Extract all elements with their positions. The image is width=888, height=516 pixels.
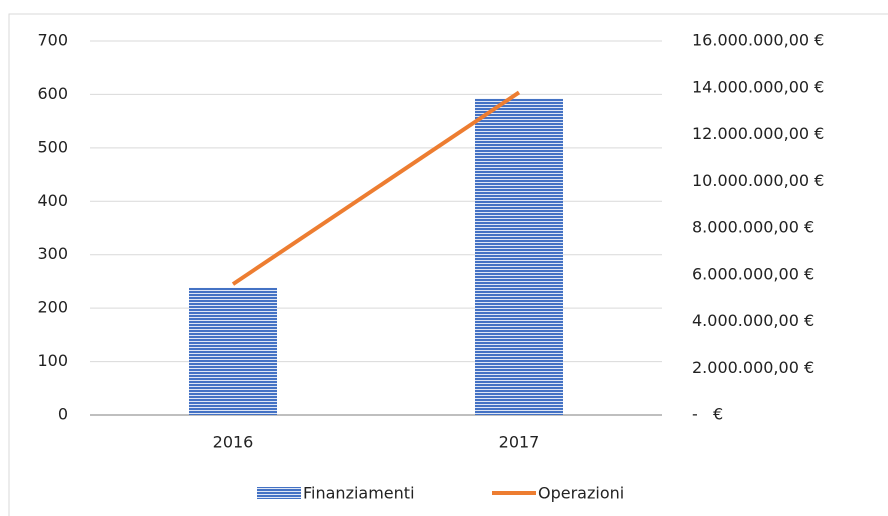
y-tick-label: 0 <box>58 405 68 424</box>
y2-tick-label: 2.000.000,00 € <box>692 358 814 377</box>
bar <box>189 287 277 415</box>
x-tick-label: 2016 <box>213 433 254 452</box>
y2-tick-label: 8.000.000,00 € <box>692 218 814 237</box>
y-tick-label: 300 <box>37 244 68 263</box>
legend-label: Operazioni <box>538 484 624 503</box>
y-tick-label: 700 <box>37 31 68 50</box>
y-tick-label: 200 <box>37 298 68 317</box>
y2-tick-label: 6.000.000,00 € <box>692 264 814 283</box>
line-series <box>231 90 521 286</box>
y-tick-label: 400 <box>37 191 68 210</box>
legend-label: Finanziamenti <box>303 484 415 503</box>
y2-tick-label: 4.000.000,00 € <box>692 311 814 330</box>
y-tick-label: 100 <box>37 351 68 370</box>
y2-tick-label: 14.000.000,00 € <box>692 77 824 96</box>
y2-tick-label: 12.000.000,00 € <box>692 124 824 143</box>
frame <box>8 13 888 516</box>
bar <box>475 98 563 416</box>
y-tick-label: 500 <box>37 137 68 156</box>
y2-tick-label: 16.000.000,00 € <box>692 31 824 50</box>
y-tick-label: 600 <box>37 84 68 103</box>
legend-swatch <box>257 487 301 499</box>
y2-tick-label: 10.000.000,00 € <box>692 171 824 190</box>
y2-tick-label: - € <box>692 405 723 424</box>
x-tick-label: 2017 <box>499 433 540 452</box>
